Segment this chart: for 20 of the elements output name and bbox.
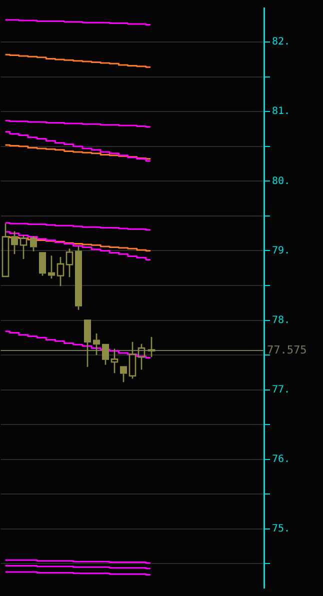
y-tick-label: 81.	[272, 106, 290, 118]
y-tick-label: 76.	[272, 454, 290, 465]
candlestick	[20, 234, 28, 260]
candlestick	[56, 256, 64, 287]
candlestick	[84, 320, 91, 368]
candlestick	[128, 341, 136, 380]
ref-line-label: 77.575	[267, 343, 307, 356]
y-tick-label: 79.	[272, 245, 290, 256]
candlestick	[11, 230, 18, 255]
candlestick	[2, 222, 10, 278]
y-tick-label: 78.	[272, 314, 290, 326]
candlestick	[138, 343, 146, 370]
candlestick	[93, 332, 100, 356]
y-tick-label: 80.	[272, 176, 290, 187]
candlestick	[110, 348, 118, 374]
y-tick-label: 82.	[272, 36, 290, 48]
candlestick	[66, 248, 74, 278]
y-tick-label: 75.	[272, 523, 290, 534]
candlestick	[148, 336, 156, 358]
y-tick-label: 77.	[272, 384, 290, 396]
